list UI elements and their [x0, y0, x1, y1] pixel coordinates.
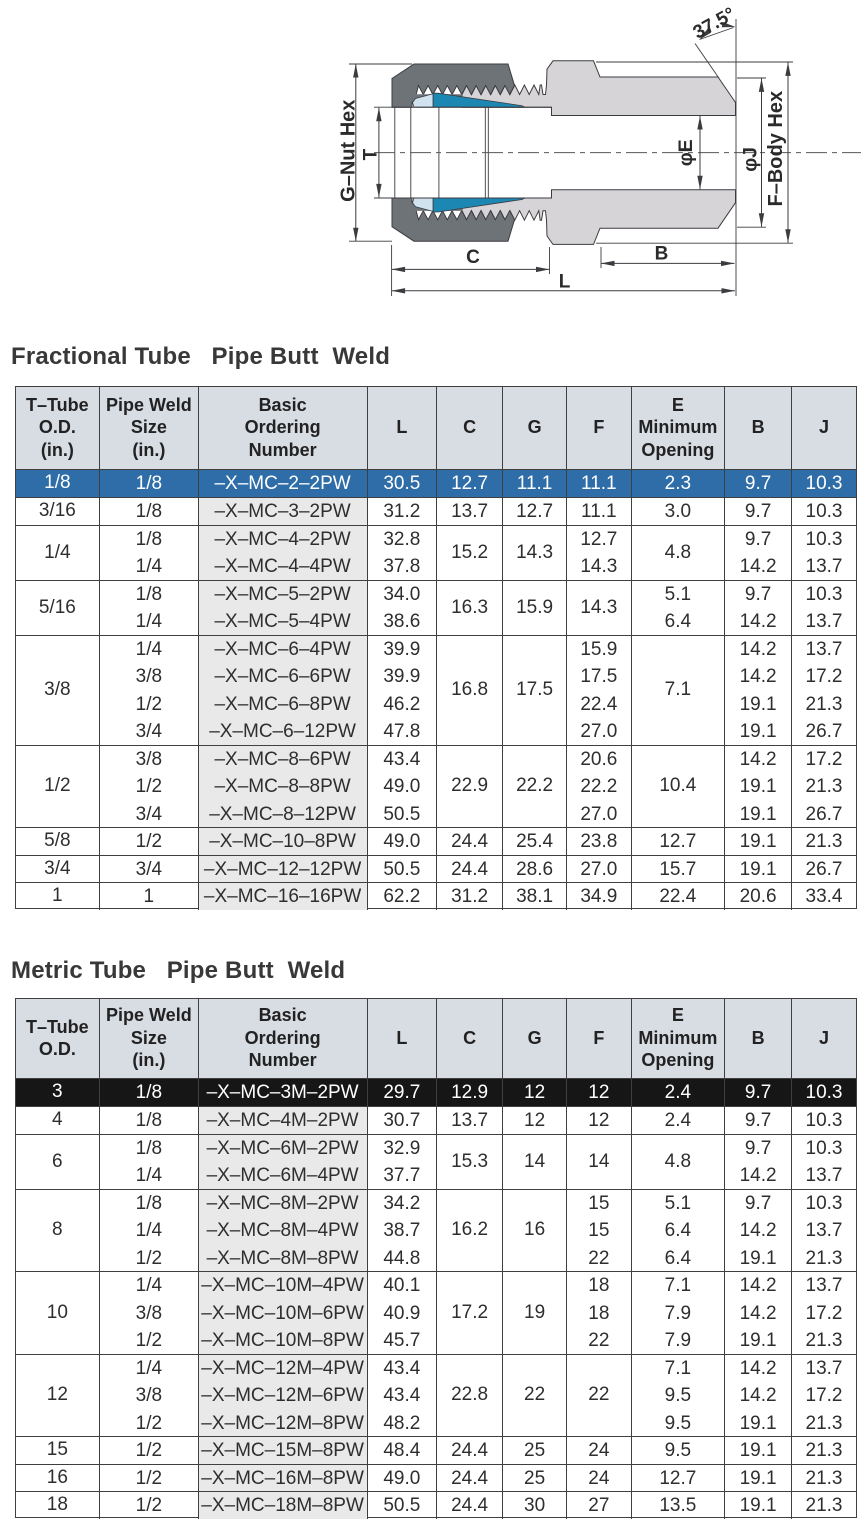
svg-text:37.5°: 37.5° [690, 4, 739, 44]
svg-text:F–Body Hex: F–Body Hex [765, 91, 787, 207]
svg-text:φE: φE [675, 139, 697, 166]
svg-text:B: B [655, 244, 669, 265]
svg-text:T: T [361, 148, 382, 160]
svg-text:G–Nut Hex: G–Nut Hex [338, 100, 360, 202]
svg-text:L: L [559, 272, 571, 293]
svg-text:C: C [466, 247, 480, 268]
svg-text:φJ: φJ [740, 147, 762, 172]
